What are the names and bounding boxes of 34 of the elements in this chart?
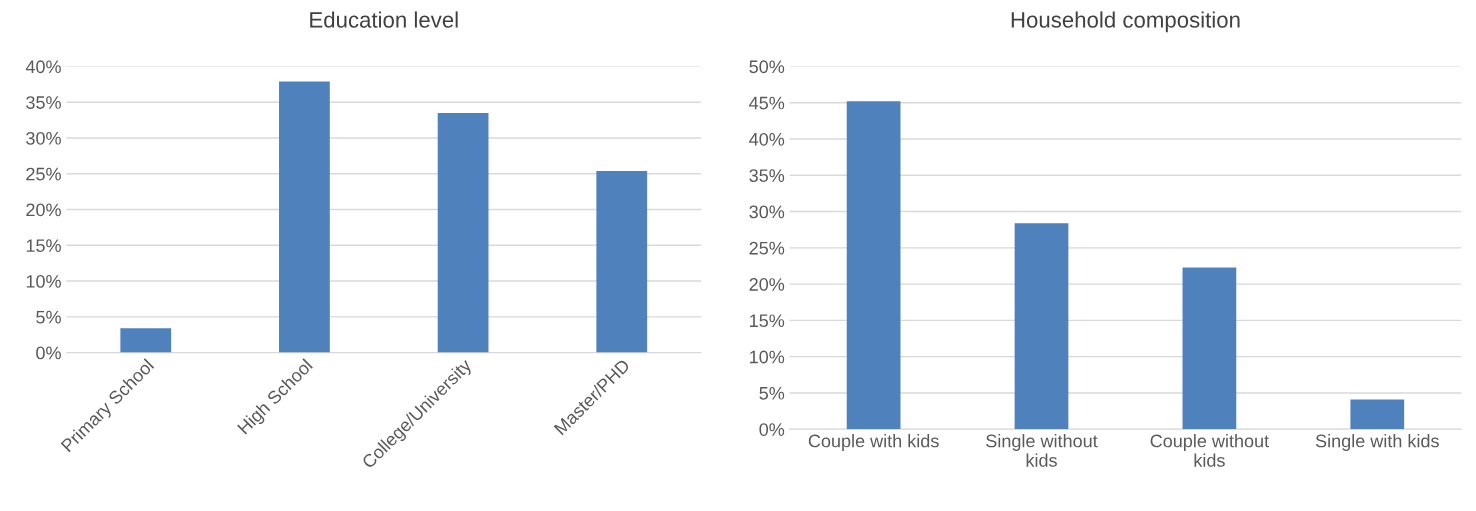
x-tick-label: Single without kids <box>986 434 1098 467</box>
bar <box>279 81 330 353</box>
x-tick-label: Single with kids <box>1315 434 1439 451</box>
bar <box>1182 267 1237 430</box>
y-tick-label: 30% <box>26 131 61 145</box>
y-tick-label: 40% <box>749 132 785 146</box>
y-tick-label: 35% <box>26 96 61 109</box>
y-tick-label: 0% <box>759 423 785 436</box>
y-tick-label: 35% <box>749 169 785 182</box>
y-tick-label: 0% <box>36 346 61 360</box>
y-tick-label: 20% <box>749 278 785 291</box>
bar <box>1014 223 1069 430</box>
y-tick-label: 15% <box>750 314 785 328</box>
chart-title: Household composition <box>1011 11 1240 33</box>
y-tick-label: 5% <box>759 386 785 400</box>
y-tick-label: 30% <box>749 205 785 219</box>
x-tick-label: Couple with kids <box>808 434 939 451</box>
bar <box>437 112 489 353</box>
y-tick-label: 5% <box>36 310 61 324</box>
bar <box>120 328 172 353</box>
y-tick-label: 25% <box>26 167 61 181</box>
bar <box>1350 399 1405 430</box>
y-tick-label: 50% <box>749 60 785 74</box>
y-tick-label: 20% <box>26 203 61 217</box>
chart-title: Education level <box>310 11 458 28</box>
bar <box>846 101 901 430</box>
x-tick-label: Couple without kids <box>1150 434 1269 467</box>
y-tick-label: 10% <box>750 350 785 364</box>
y-tick-label: 45% <box>749 96 785 110</box>
y-tick-label: 25% <box>749 241 785 255</box>
bar <box>596 170 648 353</box>
y-tick-label: 10% <box>26 274 61 288</box>
y-tick-label: 40% <box>25 60 61 74</box>
y-tick-label: 15% <box>26 239 61 252</box>
